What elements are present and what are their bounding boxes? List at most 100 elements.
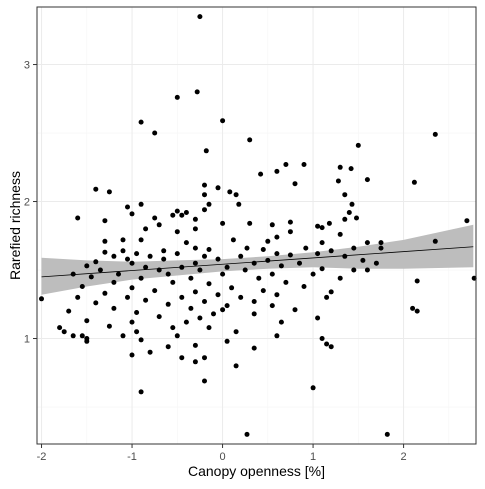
data-point (283, 279, 289, 285)
data-point (156, 314, 162, 320)
data-point (170, 212, 176, 218)
data-point (188, 275, 194, 281)
data-point (227, 189, 233, 195)
data-point (202, 192, 207, 198)
data-point (192, 260, 198, 266)
data-point (147, 253, 153, 259)
data-point (324, 341, 330, 347)
data-point (93, 300, 99, 306)
data-point (206, 247, 212, 252)
data-point (192, 359, 198, 365)
data-point (138, 337, 144, 343)
data-point (202, 299, 207, 304)
data-point (125, 294, 130, 300)
data-point (215, 256, 221, 262)
data-point (373, 260, 379, 266)
data-point (233, 329, 239, 335)
data-point (337, 231, 343, 237)
data-point (326, 220, 332, 226)
data-point (260, 288, 266, 294)
data-point (192, 216, 198, 222)
data-point (220, 307, 226, 313)
trend-line (41, 246, 474, 278)
data-point (236, 201, 242, 207)
data-point (129, 285, 135, 291)
data-point (97, 267, 103, 273)
data-point (328, 248, 334, 254)
data-point (324, 294, 330, 300)
data-point (274, 292, 280, 298)
data-point (410, 305, 416, 311)
data-point (206, 201, 212, 207)
data-point (192, 289, 198, 295)
panel-border (36, 6, 477, 445)
data-point (215, 292, 221, 298)
data-point (93, 186, 99, 192)
data-point (129, 319, 135, 325)
data-point (278, 319, 284, 325)
data-point (301, 284, 307, 289)
data-point (152, 130, 158, 136)
data-point (125, 256, 130, 262)
data-point (265, 238, 271, 244)
data-point (197, 267, 203, 273)
data-point (174, 251, 180, 257)
data-point (106, 323, 112, 329)
data-point (194, 89, 200, 95)
data-point (384, 431, 390, 437)
data-point (274, 168, 280, 174)
data-point (432, 131, 438, 137)
data-point (303, 245, 309, 251)
data-point (355, 142, 361, 148)
data-point (364, 240, 370, 246)
data-point (197, 14, 203, 20)
data-point (165, 344, 171, 350)
data-point (337, 275, 343, 281)
data-point (220, 118, 226, 124)
data-point (224, 303, 230, 309)
data-point (292, 307, 298, 313)
data-point (70, 271, 76, 277)
data-point (335, 178, 341, 184)
data-point (183, 240, 189, 246)
data-point (165, 271, 171, 277)
data-point (274, 234, 280, 240)
data-point (206, 325, 212, 331)
data-point (138, 275, 144, 281)
data-point (66, 308, 72, 314)
data-point (129, 352, 135, 358)
data-point (202, 253, 207, 259)
data-point (360, 257, 366, 263)
data-point (79, 284, 85, 289)
data-point (238, 294, 244, 300)
data-point (106, 189, 112, 195)
data-point (310, 385, 316, 391)
data-point (93, 259, 99, 265)
data-point (170, 279, 176, 285)
data-point (79, 333, 85, 339)
data-point (206, 281, 212, 287)
data-point (411, 179, 417, 185)
data-point (351, 267, 357, 273)
data-point (161, 248, 167, 254)
x-tick-label: -2 (37, 451, 47, 463)
data-point (315, 251, 321, 257)
data-point (120, 248, 126, 254)
data-point (197, 315, 203, 321)
data-point (251, 260, 257, 266)
data-point (319, 240, 325, 246)
x-tick-label: 1 (310, 451, 316, 463)
data-point (57, 325, 63, 331)
data-point (111, 253, 117, 259)
data-point (244, 431, 250, 437)
data-point (134, 329, 140, 335)
data-point (337, 164, 343, 170)
data-point (183, 210, 189, 215)
data-point (211, 311, 216, 317)
data-point (84, 263, 90, 269)
data-points (39, 14, 477, 437)
data-point (111, 279, 117, 285)
data-point (233, 192, 239, 198)
data-point (414, 278, 420, 284)
